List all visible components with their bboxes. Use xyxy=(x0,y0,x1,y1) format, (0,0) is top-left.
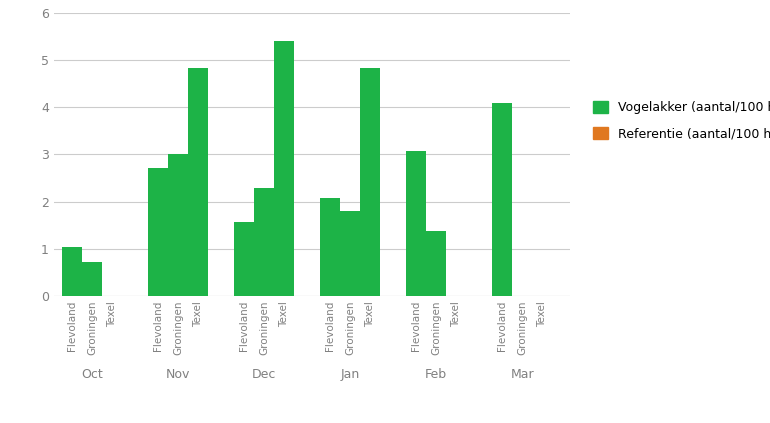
Bar xyxy=(406,151,426,296)
Bar xyxy=(168,154,189,296)
Bar xyxy=(492,103,512,296)
Bar xyxy=(62,247,82,296)
Legend: Vogelakker (aantal/100 ha), Referentie (aantal/100 ha): Vogelakker (aantal/100 ha), Referentie (… xyxy=(587,94,770,146)
Text: Oct: Oct xyxy=(82,368,103,381)
Bar xyxy=(82,262,102,296)
Bar xyxy=(360,68,380,296)
Bar xyxy=(254,188,274,296)
Bar xyxy=(148,168,168,296)
Bar xyxy=(234,222,254,296)
Bar xyxy=(274,41,294,296)
Bar xyxy=(426,231,447,296)
Text: Feb: Feb xyxy=(425,368,447,381)
Text: Dec: Dec xyxy=(252,368,276,381)
Text: Jan: Jan xyxy=(340,368,360,381)
Bar xyxy=(320,198,340,296)
Text: Mar: Mar xyxy=(511,368,534,381)
Text: Nov: Nov xyxy=(166,368,190,381)
Bar xyxy=(340,211,360,296)
Bar xyxy=(189,68,209,296)
